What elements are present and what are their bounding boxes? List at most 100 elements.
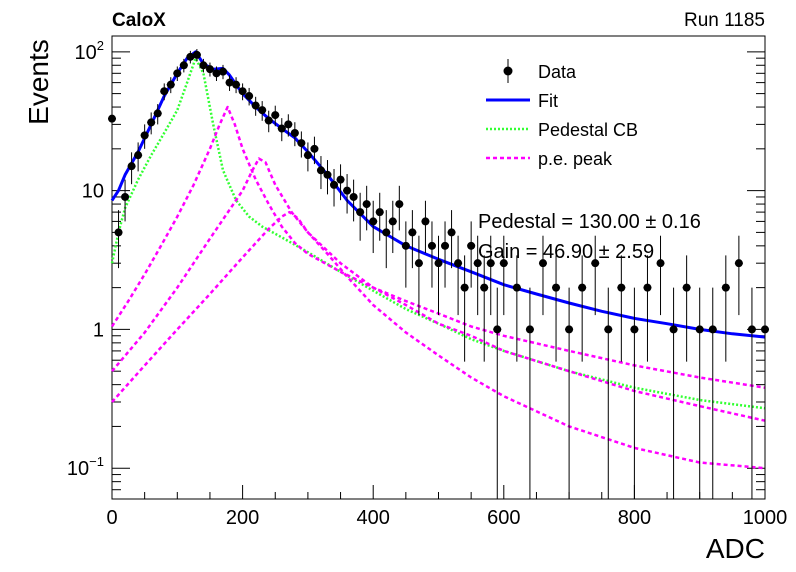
y-tick-label: 102	[75, 38, 104, 64]
data-point	[414, 235, 423, 316]
data-point	[356, 192, 365, 241]
data-point	[427, 221, 436, 288]
legend: Data Fit Pedestal CB p.e. peak	[486, 59, 638, 169]
data-point	[486, 235, 495, 316]
data-point	[617, 255, 626, 362]
data-point	[258, 101, 267, 121]
data-point	[454, 235, 463, 316]
data-point	[382, 210, 391, 269]
data-point	[199, 58, 208, 73]
data-point	[578, 255, 587, 362]
data-point	[153, 104, 162, 125]
data-point	[134, 142, 143, 172]
legend-label: Pedestal CB	[538, 120, 638, 140]
data-point	[330, 168, 339, 207]
data-point	[565, 287, 574, 499]
data-point	[375, 192, 384, 241]
data-point	[284, 114, 293, 137]
data-point	[147, 112, 156, 135]
data-point	[493, 287, 502, 499]
x-tick-label: 600	[487, 507, 520, 529]
legend-entry: p.e. peak	[486, 149, 613, 169]
data-point	[362, 185, 371, 231]
data-point	[271, 105, 280, 127]
y-tick-label: 10−1	[67, 454, 104, 480]
data-point	[316, 156, 325, 190]
data-point	[682, 255, 691, 362]
data-point	[630, 287, 639, 499]
x-tick-label: 0	[106, 507, 117, 529]
data-point	[238, 83, 247, 101]
data-point	[434, 235, 443, 316]
data-point	[604, 287, 613, 499]
data-point	[277, 118, 286, 142]
axis-ticks	[111, 51, 766, 500]
data-point	[480, 255, 489, 362]
data-point	[695, 287, 704, 499]
data-point	[114, 210, 123, 269]
fit-parameters: Pedestal = 130.00 ± 0.16 Gain = 46.90 ± 2…	[478, 211, 701, 263]
data-point	[721, 255, 730, 362]
data-point	[303, 142, 312, 172]
series-p-e-peak-5	[111, 210, 766, 470]
data-point	[297, 131, 306, 158]
data-point	[499, 235, 508, 316]
data-point	[349, 179, 358, 222]
data-point	[473, 235, 482, 316]
data-point	[538, 235, 547, 316]
data-points	[108, 49, 769, 499]
data-point	[245, 87, 254, 106]
data-point	[441, 221, 450, 288]
data-point	[447, 210, 456, 269]
y-tick-label: 10	[82, 181, 104, 203]
data-point	[552, 255, 561, 362]
data-point	[395, 185, 404, 231]
data-point	[219, 64, 228, 80]
data-point	[336, 164, 345, 201]
data-point	[127, 152, 136, 185]
data-point	[421, 200, 430, 254]
data-point	[643, 255, 652, 362]
data-point	[166, 77, 175, 94]
y-axis-label: Events	[23, 39, 54, 125]
data-point	[160, 83, 169, 101]
data-point	[669, 287, 678, 499]
data-point	[212, 66, 221, 81]
legend-entry: Data	[503, 59, 577, 83]
data-point	[460, 255, 469, 362]
tick-labels: 0 200 400 600 800 1000 102 10 1 10−1	[67, 38, 787, 529]
y-tick-label: 1	[93, 319, 104, 341]
data-point	[323, 160, 332, 195]
data-point	[251, 96, 260, 116]
data-point	[140, 124, 149, 149]
data-point	[232, 77, 241, 94]
x-tick-label: 400	[357, 507, 390, 529]
series-p-e-peak-4	[111, 157, 766, 422]
x-axis-label: ADC	[706, 533, 765, 564]
data-point	[761, 287, 769, 499]
legend-label: p.e. peak	[538, 149, 613, 169]
data-point	[591, 235, 600, 316]
data-point	[225, 75, 234, 91]
data-point	[192, 49, 201, 62]
data-point	[708, 287, 717, 499]
data-point	[264, 110, 273, 133]
data-point	[734, 235, 743, 316]
data-point	[369, 200, 378, 254]
data-point	[656, 235, 665, 316]
data-point	[310, 136, 319, 165]
fit-parameter-text: Gain = 46.90 ± 2.59	[478, 241, 654, 263]
series-pedestal-cb-2	[110, 56, 766, 410]
data-point	[525, 287, 534, 499]
data-point	[401, 221, 410, 288]
data-point	[408, 210, 417, 269]
data-point	[388, 200, 397, 254]
data-point	[343, 174, 352, 214]
data-point	[173, 66, 182, 81]
legend-label: Fit	[538, 91, 558, 111]
data-point	[747, 287, 756, 499]
legend-entry: Fit	[486, 91, 558, 111]
legend-entry: Pedestal CB	[486, 120, 638, 140]
data-point	[512, 255, 521, 362]
